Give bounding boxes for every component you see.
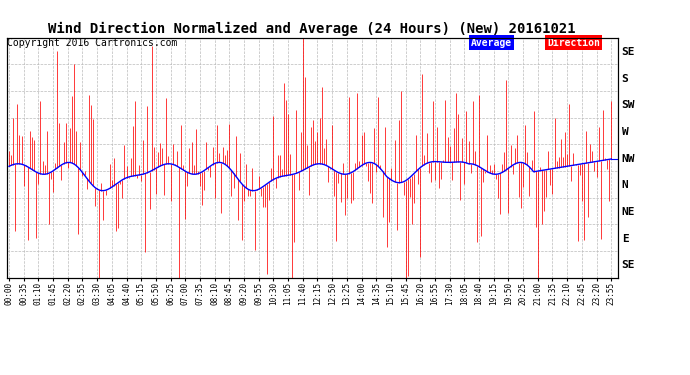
Title: Wind Direction Normalized and Average (24 Hours) (New) 20161021: Wind Direction Normalized and Average (2… — [48, 22, 576, 36]
Text: Average: Average — [471, 38, 512, 48]
Text: Copyright 2016 Cartronics.com: Copyright 2016 Cartronics.com — [7, 38, 177, 48]
Text: Direction: Direction — [547, 38, 600, 48]
